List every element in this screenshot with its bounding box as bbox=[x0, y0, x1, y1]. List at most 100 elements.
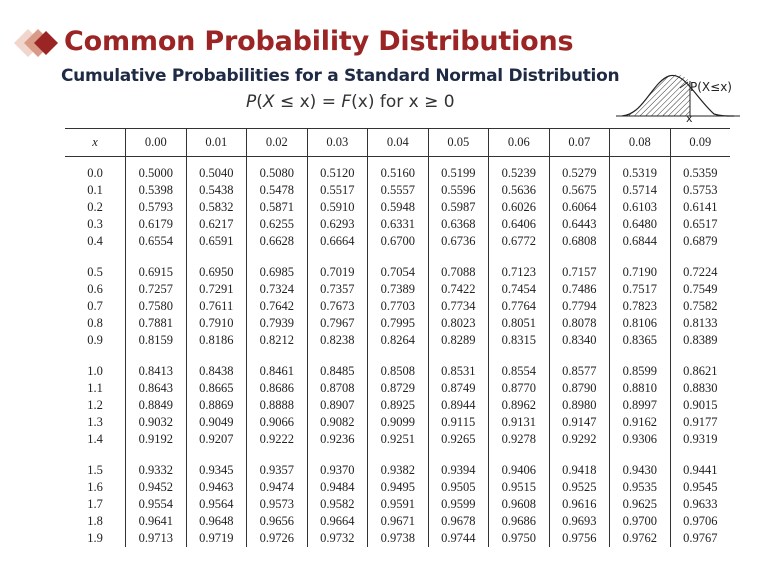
probability-cell: 0.8389 bbox=[669, 332, 730, 349]
probability-cell: 0.9292 bbox=[548, 431, 610, 448]
probability-cell: 0.5832 bbox=[185, 199, 247, 216]
probability-cell: 0.8925 bbox=[367, 397, 428, 414]
probability-cell: 0.9441 bbox=[669, 462, 730, 479]
probability-cell: 0.5517 bbox=[306, 182, 368, 199]
probability-cell: 0.8810 bbox=[609, 380, 670, 397]
probability-cell: 0.9319 bbox=[669, 431, 730, 448]
probability-cell: 0.6554 bbox=[125, 233, 186, 250]
probability-cell: 0.6591 bbox=[185, 233, 247, 250]
probability-cell: 0.9049 bbox=[185, 414, 247, 431]
probability-cell: 0.9452 bbox=[125, 479, 186, 496]
probability-cell: 0.9756 bbox=[548, 530, 610, 547]
probability-cell: 0.9265 bbox=[427, 431, 489, 448]
probability-cell: 0.9207 bbox=[185, 431, 247, 448]
table-row: 1.3 0.9032 0.9049 0.9066 0.9082 0.9099 0.9115 0… bbox=[65, 414, 730, 431]
probability-cell: 0.9345 bbox=[185, 462, 247, 479]
table-row: 1.1 0.8643 0.8665 0.8686 0.8708 0.8729 0.8749 0… bbox=[65, 380, 730, 397]
probability-cell: 0.8315 bbox=[488, 332, 549, 349]
z-table: x 0.00 0.01 0.02 0.03 0.04 0.05 0.06 0.0… bbox=[65, 128, 730, 547]
probability-cell: 0.9418 bbox=[548, 462, 610, 479]
probability-cell: 0.7764 bbox=[488, 298, 549, 315]
probability-cell: 0.6331 bbox=[367, 216, 428, 233]
probability-cell: 0.6217 bbox=[185, 216, 247, 233]
probability-cell: 0.5239 bbox=[488, 165, 549, 182]
probability-cell: 0.9525 bbox=[548, 479, 610, 496]
probability-cell: 0.9750 bbox=[488, 530, 549, 547]
probability-cell: 0.9382 bbox=[367, 462, 428, 479]
table-row: 0.0 0.5000 0.5040 0.5080 0.5120 0.5160 0.5199 0… bbox=[65, 165, 730, 182]
probability-cell: 0.5987 bbox=[427, 199, 489, 216]
table-row: 0.9 0.8159 0.8186 0.8212 0.8238 0.8264 0.8289 0… bbox=[65, 332, 730, 349]
probability-cell: 0.9616 bbox=[548, 496, 610, 513]
probability-cell: 0.8438 bbox=[185, 363, 247, 380]
probability-cell: 0.6628 bbox=[246, 233, 307, 250]
probability-cell: 0.8365 bbox=[609, 332, 670, 349]
probability-cell: 0.5199 bbox=[427, 165, 489, 182]
header-col: 0.00 bbox=[125, 128, 186, 157]
probability-cell: 0.5753 bbox=[669, 182, 730, 199]
probability-cell: 0.9664 bbox=[306, 513, 368, 530]
table-row: 0.6 0.7257 0.7291 0.7324 0.7357 0.7389 0.7422 0… bbox=[65, 281, 730, 298]
probability-cell: 0.5160 bbox=[367, 165, 428, 182]
probability-cell: 0.6879 bbox=[669, 233, 730, 250]
probability-cell: 0.7454 bbox=[488, 281, 549, 298]
probability-cell: 0.9573 bbox=[246, 496, 307, 513]
probability-cell: 0.7054 bbox=[367, 264, 428, 281]
probability-cell: 0.8413 bbox=[125, 363, 186, 380]
table-row: 0.7 0.7580 0.7611 0.7642 0.7673 0.7703 0.7734 0… bbox=[65, 298, 730, 315]
probability-cell: 0.8888 bbox=[246, 397, 307, 414]
header-x: x bbox=[65, 128, 126, 157]
probability-cell: 0.6368 bbox=[427, 216, 489, 233]
probability-cell: 0.7324 bbox=[246, 281, 307, 298]
probability-cell: 0.8708 bbox=[306, 380, 368, 397]
probability-cell: 0.5714 bbox=[609, 182, 670, 199]
probability-cell: 0.7967 bbox=[306, 315, 368, 332]
table-row: 1.0 0.8413 0.8438 0.8461 0.8485 0.8508 0.8531 0… bbox=[65, 363, 730, 380]
probability-cell: 0.5675 bbox=[548, 182, 610, 199]
probability-cell: 0.7995 bbox=[367, 315, 428, 332]
probability-cell: 0.8212 bbox=[246, 332, 307, 349]
probability-cell: 0.7123 bbox=[488, 264, 549, 281]
probability-cell: 0.9641 bbox=[125, 513, 186, 530]
probability-cell: 0.5596 bbox=[427, 182, 489, 199]
probability-cell: 0.6026 bbox=[488, 199, 549, 216]
probability-cell: 0.8264 bbox=[367, 332, 428, 349]
table-row: 1.2 0.8849 0.8869 0.8888 0.8907 0.8925 0.8944 0… bbox=[65, 397, 730, 414]
probability-cell: 0.9744 bbox=[427, 530, 489, 547]
probability-cell: 0.7157 bbox=[548, 264, 610, 281]
probability-cell: 0.6443 bbox=[548, 216, 610, 233]
header-col: 0.02 bbox=[246, 128, 307, 157]
probability-cell: 0.8980 bbox=[548, 397, 610, 414]
row-x-value: 1.0 bbox=[87, 364, 103, 378]
probability-cell: 0.7549 bbox=[669, 281, 730, 298]
probability-cell: 0.9591 bbox=[367, 496, 428, 513]
probability-cell: 0.9706 bbox=[669, 513, 730, 530]
table-row: 0.8 0.7881 0.7910 0.7939 0.7967 0.7995 0.8023 0… bbox=[65, 315, 730, 332]
probability-cell: 0.6064 bbox=[548, 199, 610, 216]
probability-cell: 0.9738 bbox=[367, 530, 428, 547]
probability-cell: 0.9474 bbox=[246, 479, 307, 496]
row-x-value: 0.4 bbox=[87, 234, 103, 248]
diamond-logo-icon bbox=[14, 29, 58, 57]
probability-cell: 0.8106 bbox=[609, 315, 670, 332]
header-col: 0.06 bbox=[488, 128, 549, 157]
probability-cell: 0.9671 bbox=[367, 513, 428, 530]
probability-cell: 0.7823 bbox=[609, 298, 670, 315]
probability-cell: 0.9599 bbox=[427, 496, 489, 513]
row-x-value: 0.3 bbox=[87, 217, 103, 231]
row-x-value: 0.1 bbox=[87, 183, 103, 197]
probability-cell: 0.8686 bbox=[246, 380, 307, 397]
probability-cell: 0.9505 bbox=[427, 479, 489, 496]
probability-cell: 0.8907 bbox=[306, 397, 368, 414]
probability-cell: 0.9495 bbox=[367, 479, 428, 496]
probability-cell: 0.8554 bbox=[488, 363, 549, 380]
probability-cell: 0.5910 bbox=[306, 199, 368, 216]
probability-cell: 0.9222 bbox=[246, 431, 307, 448]
probability-cell: 0.9162 bbox=[609, 414, 670, 431]
probability-cell: 0.7224 bbox=[669, 264, 730, 281]
probability-cell: 0.7881 bbox=[125, 315, 186, 332]
probability-cell: 0.9732 bbox=[306, 530, 368, 547]
probability-cell: 0.9767 bbox=[669, 530, 730, 547]
table-row: 1.7 0.9554 0.9564 0.9573 0.9582 0.9591 0.9599 0… bbox=[65, 496, 730, 513]
header-col: 0.04 bbox=[367, 128, 428, 157]
